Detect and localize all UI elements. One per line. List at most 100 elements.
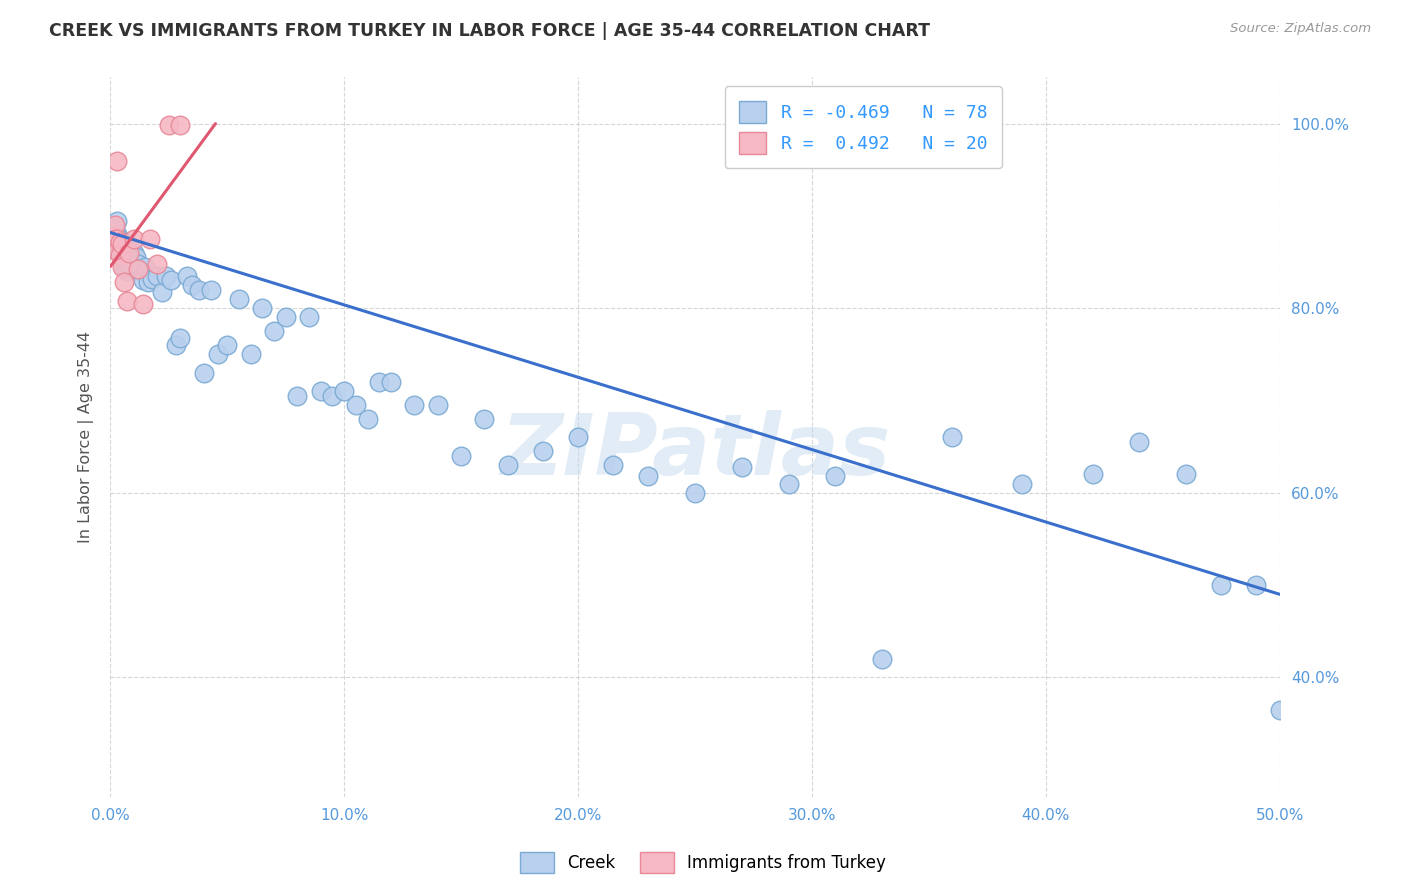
- Point: [105, 227, 128, 242]
- Point: [1268, 703, 1291, 717]
- Point: [333, 384, 356, 399]
- Point: [146, 268, 169, 283]
- Point: [115, 264, 138, 278]
- Point: [285, 389, 308, 403]
- Point: [111, 236, 134, 251]
- Point: [127, 262, 149, 277]
- Point: [127, 257, 149, 271]
- Point: [104, 218, 127, 232]
- Point: [134, 260, 156, 274]
- Point: [165, 338, 187, 352]
- Point: [824, 469, 846, 483]
- Point: [169, 119, 191, 133]
- Legend: Creek, Immigrants from Turkey: Creek, Immigrants from Turkey: [513, 846, 893, 880]
- Point: [104, 236, 127, 251]
- Point: [731, 459, 754, 474]
- Point: [108, 235, 131, 249]
- Point: [274, 310, 297, 325]
- Point: [111, 236, 134, 251]
- Point: [105, 241, 128, 255]
- Point: [111, 251, 134, 265]
- Point: [122, 232, 145, 246]
- Point: [404, 398, 426, 412]
- Point: [207, 347, 229, 361]
- Text: CREEK VS IMMIGRANTS FROM TURKEY IN LABOR FORCE | AGE 35-44 CORRELATION CHART: CREEK VS IMMIGRANTS FROM TURKEY IN LABOR…: [49, 22, 931, 40]
- Point: [108, 247, 131, 261]
- Point: [139, 232, 162, 246]
- Point: [129, 264, 152, 278]
- Point: [101, 229, 124, 244]
- Legend: R = -0.469   N = 78, R =  0.492   N = 20: R = -0.469 N = 78, R = 0.492 N = 20: [724, 87, 1001, 169]
- Point: [105, 153, 128, 168]
- Point: [368, 375, 391, 389]
- Point: [1211, 578, 1233, 592]
- Point: [169, 331, 191, 345]
- Point: [870, 652, 893, 666]
- Point: [112, 247, 135, 261]
- Point: [263, 324, 285, 338]
- Point: [474, 412, 496, 426]
- Point: [1128, 435, 1150, 450]
- Point: [157, 119, 180, 133]
- Point: [450, 449, 472, 463]
- Point: [141, 271, 163, 285]
- Point: [150, 285, 173, 299]
- Point: [683, 485, 706, 500]
- Point: [1175, 467, 1198, 482]
- Point: [193, 366, 215, 380]
- Point: [112, 235, 135, 249]
- Point: [160, 273, 183, 287]
- Point: [309, 384, 332, 399]
- Point: [115, 293, 138, 308]
- Point: [217, 338, 239, 352]
- Point: [228, 292, 250, 306]
- Point: [531, 444, 554, 458]
- Point: [118, 257, 141, 271]
- Point: [136, 276, 159, 290]
- Point: [298, 310, 321, 325]
- Y-axis label: In Labor Force | Age 35-44: In Labor Force | Age 35-44: [79, 331, 94, 543]
- Point: [252, 301, 274, 316]
- Point: [344, 398, 367, 412]
- Point: [132, 296, 155, 310]
- Point: [380, 375, 402, 389]
- Point: [146, 257, 169, 271]
- Point: [356, 412, 378, 426]
- Point: [1246, 578, 1268, 592]
- Point: [132, 273, 155, 287]
- Point: [108, 244, 131, 258]
- Point: [1011, 476, 1033, 491]
- Point: [111, 241, 134, 255]
- Text: ZIPatlas: ZIPatlas: [501, 410, 890, 493]
- Point: [778, 476, 800, 491]
- Point: [108, 232, 131, 246]
- Point: [120, 257, 142, 271]
- Point: [426, 398, 449, 412]
- Point: [111, 260, 134, 274]
- Point: [112, 276, 135, 290]
- Point: [104, 232, 127, 246]
- Point: [112, 261, 135, 276]
- Point: [115, 251, 138, 265]
- Point: [200, 283, 222, 297]
- Point: [496, 458, 519, 472]
- Point: [105, 232, 128, 246]
- Point: [1081, 467, 1104, 482]
- Point: [105, 213, 128, 227]
- Point: [122, 245, 145, 260]
- Point: [118, 238, 141, 252]
- Point: [115, 247, 138, 261]
- Point: [567, 430, 589, 444]
- Point: [941, 430, 963, 444]
- Point: [321, 389, 343, 403]
- Point: [118, 245, 141, 260]
- Point: [118, 253, 141, 268]
- Point: [239, 347, 262, 361]
- Point: [637, 469, 659, 483]
- Point: [125, 251, 148, 265]
- Point: [120, 244, 142, 258]
- Point: [188, 283, 211, 297]
- Point: [155, 268, 177, 283]
- Point: [181, 278, 204, 293]
- Text: Source: ZipAtlas.com: Source: ZipAtlas.com: [1230, 22, 1371, 36]
